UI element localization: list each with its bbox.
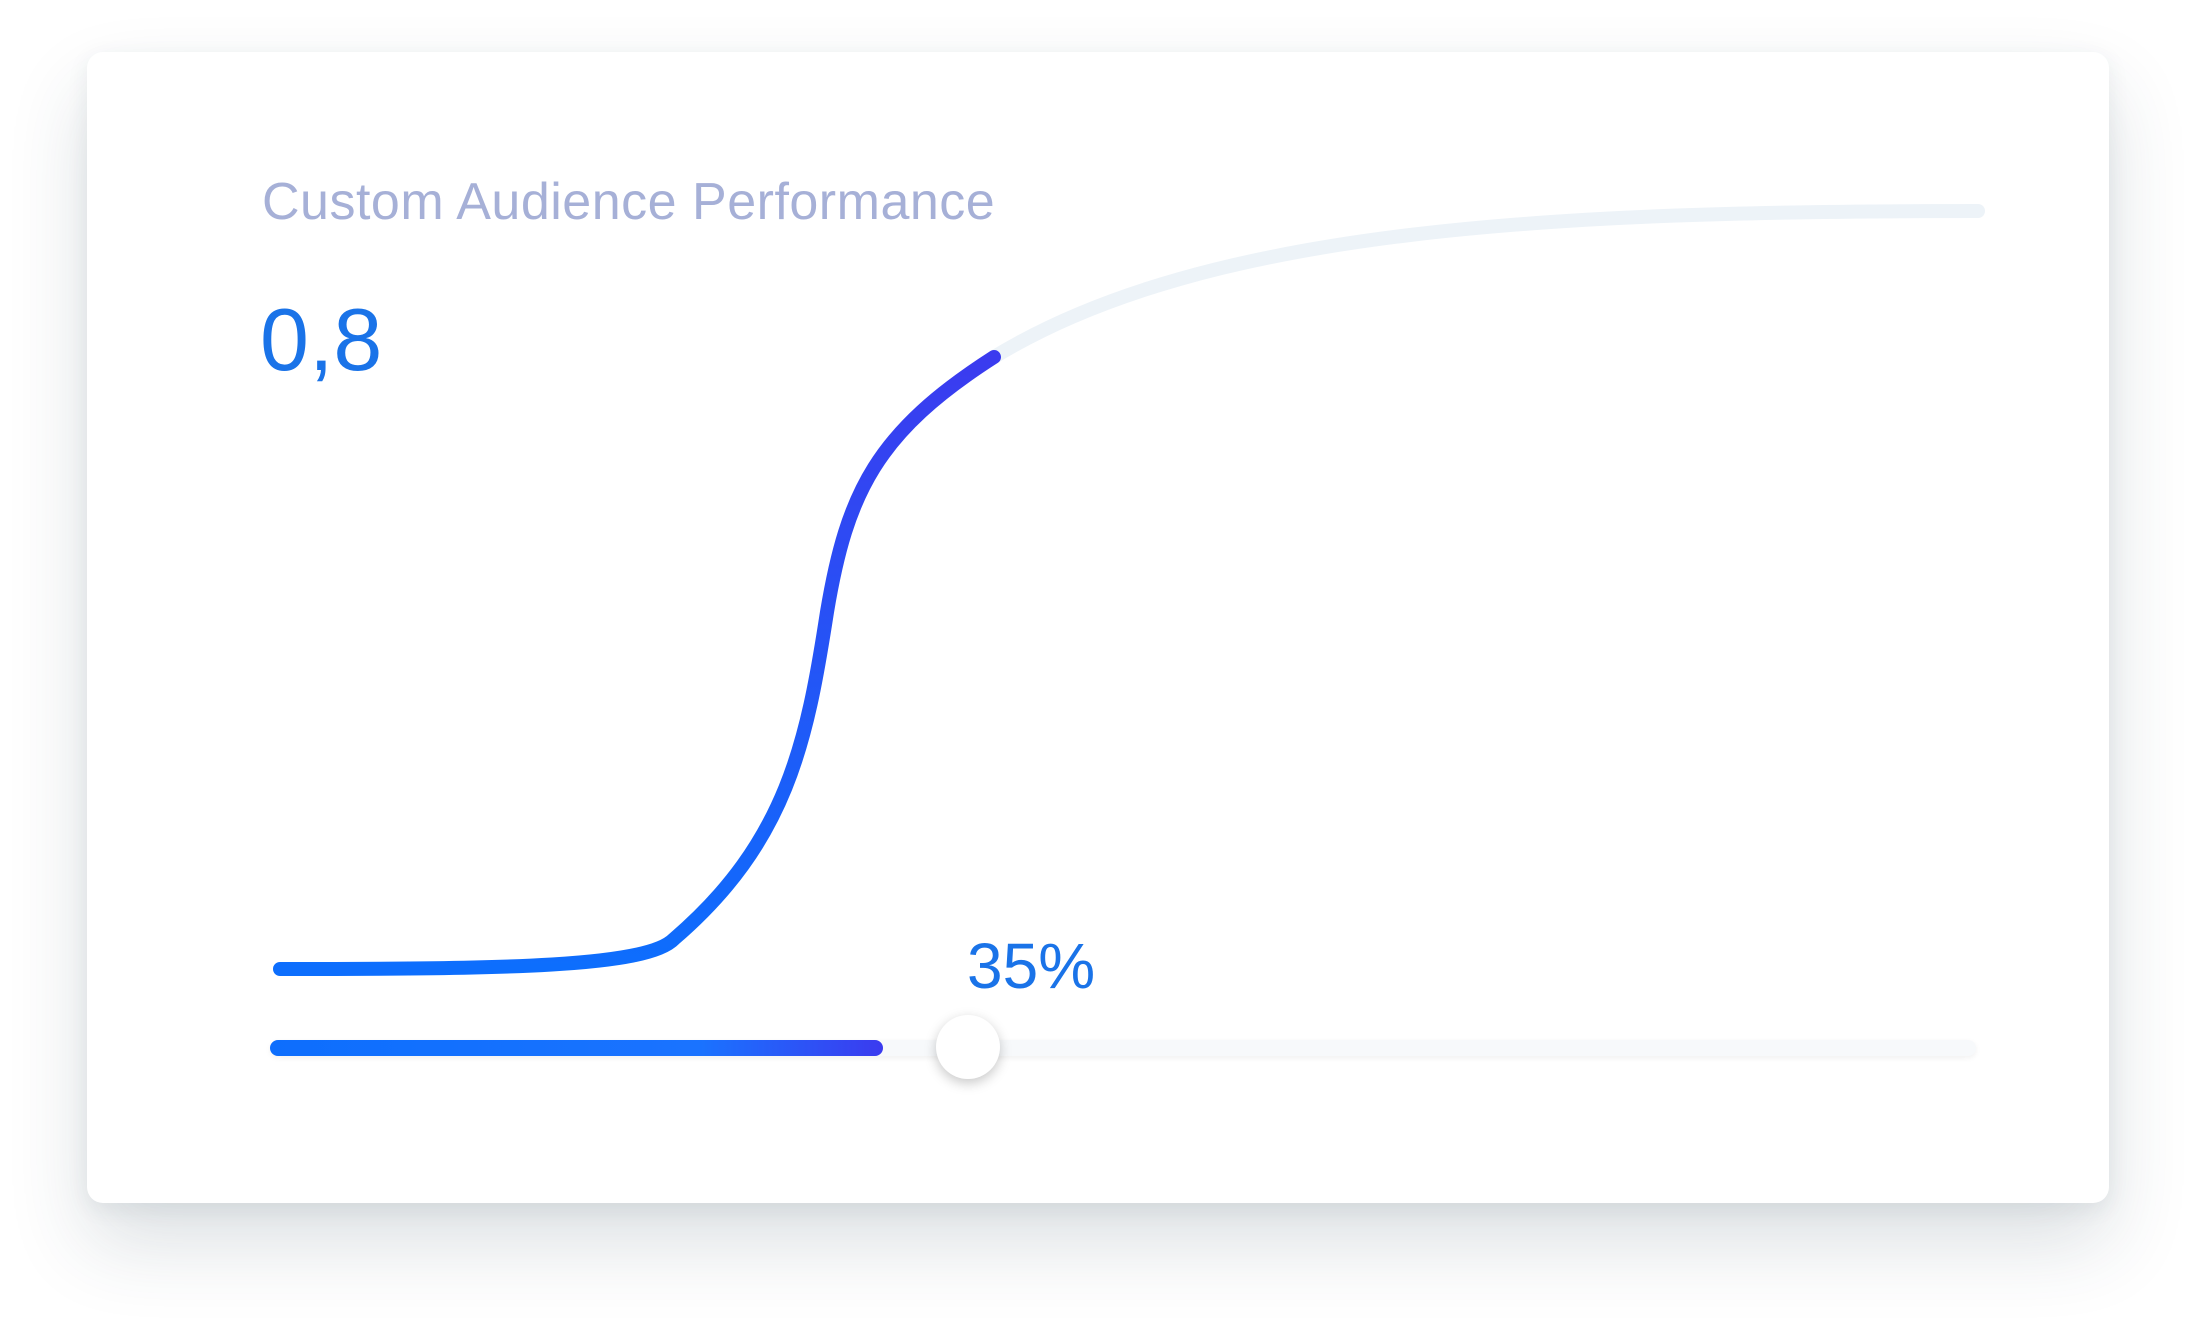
performance-curve — [273, 204, 1985, 976]
slider-handle[interactable] — [936, 1015, 1000, 1079]
curve-active-segment — [273, 350, 1001, 976]
card-title: Custom Audience Performance — [262, 173, 996, 231]
metric-value: 0,8 — [260, 290, 383, 389]
performance-card: Custom Audience Performance 0,8 35% — [87, 52, 2109, 1203]
slider-value-label: 35% — [967, 930, 1096, 1002]
slider-fill — [270, 1040, 883, 1056]
curve-remaining-segment — [987, 204, 1985, 364]
slider-track[interactable] — [270, 1040, 1976, 1056]
